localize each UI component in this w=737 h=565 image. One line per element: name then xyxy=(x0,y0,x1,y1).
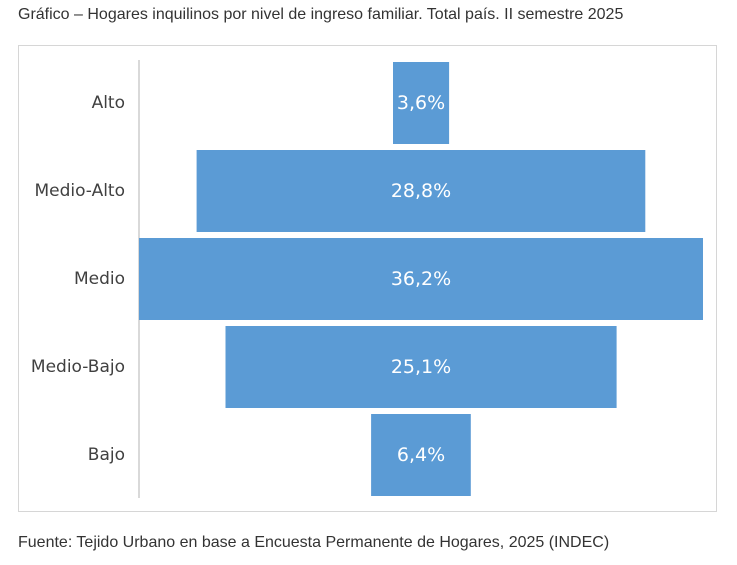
data-label: 25,1% xyxy=(391,356,451,378)
category-label: Medio xyxy=(74,269,125,289)
bar-medio-alto xyxy=(196,150,646,232)
chart-frame xyxy=(18,45,717,512)
data-label: 36,2% xyxy=(391,268,451,290)
data-label: 6,4% xyxy=(397,444,445,466)
data-label: 28,8% xyxy=(391,180,451,202)
category-label: Bajo xyxy=(88,445,125,465)
source-note: Fuente: Tejido Urbano en base a Encuesta… xyxy=(18,534,610,551)
category-label: Alto xyxy=(92,93,125,113)
category-label: Medio-Alto xyxy=(34,181,125,201)
bar-medio-bajo xyxy=(225,326,617,408)
data-label: 3,6% xyxy=(397,92,445,114)
bar-bajo xyxy=(371,414,471,496)
bar-alto xyxy=(393,62,450,144)
category-label: Medio-Bajo xyxy=(31,357,125,377)
bar-medio xyxy=(139,238,703,320)
chart-title: Gráfico – Hogares inquilinos por nivel d… xyxy=(18,6,624,23)
